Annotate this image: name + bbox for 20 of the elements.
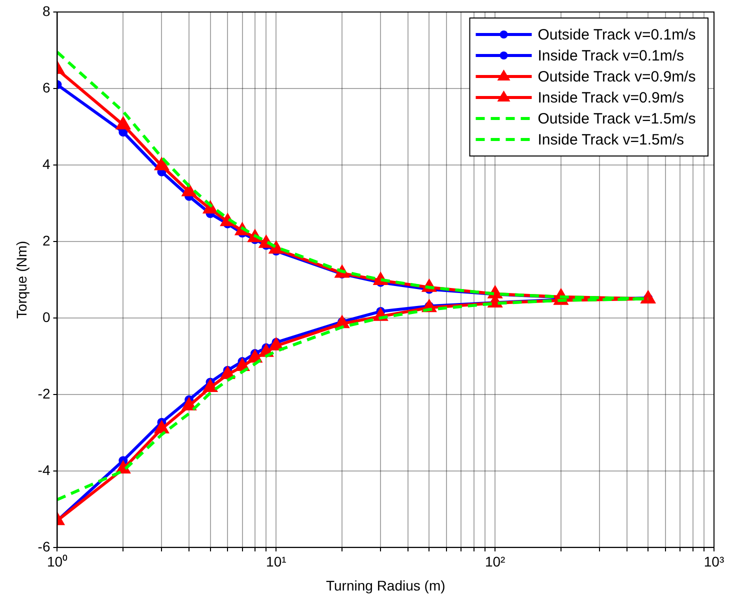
legend-label: Inside Track v=1.5m/s [538, 132, 684, 149]
y-tick-label: 2 [42, 232, 50, 248]
legend-label: Outside Track v=1.5m/s [538, 110, 696, 128]
y-tick-label: -2 [38, 385, 50, 402]
y-tick-label: 6 [42, 79, 50, 96]
y-axis-title: Torque (Nm) [13, 240, 30, 319]
legend-label: Outside Track v=0.1m/s [538, 26, 696, 44]
legend-label: Inside Track v=0.9m/s [538, 90, 684, 107]
x-tick-label: 10² [484, 554, 506, 570]
legend-label: Outside Track v=0.9m/s [538, 68, 696, 86]
y-tick-label: 0 [42, 308, 50, 325]
y-tick-label: -4 [38, 462, 50, 478]
x-axis-title: Turning Radius (m) [326, 577, 446, 594]
y-tick-label: 4 [42, 156, 50, 172]
x-tick-label: 10⁰ [46, 554, 68, 570]
x-tick-label: 10³ [704, 554, 724, 570]
y-tick-label: 8 [42, 2, 50, 19]
legend-label: Inside Track v=0.1m/s [538, 48, 684, 65]
x-tick-label: 10¹ [266, 554, 287, 570]
y-tick-label: -6 [38, 538, 50, 554]
